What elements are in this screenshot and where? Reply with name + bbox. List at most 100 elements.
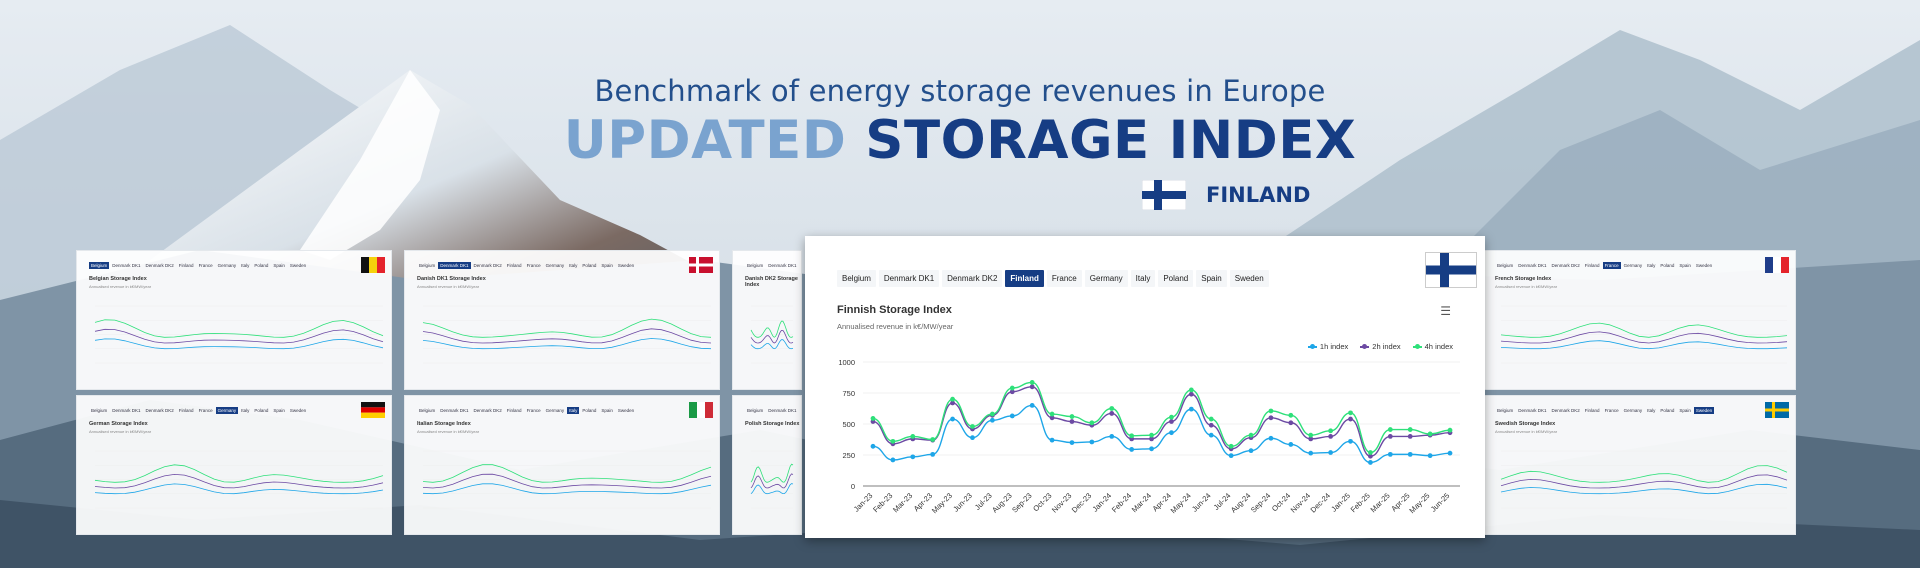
mini-tab[interactable]: Spain: [273, 408, 285, 413]
mini-series-line: [1500, 331, 1788, 344]
mini-chart-subtitle: Annualised revenue in k€/MW/year: [89, 429, 152, 434]
mini-tab[interactable]: Belgium: [747, 408, 764, 413]
mini-tab[interactable]: Belgium: [1497, 263, 1514, 268]
tab-denmark-dk2[interactable]: Denmark DK2: [942, 270, 1003, 287]
data-point: [1188, 387, 1194, 393]
mini-tab[interactable]: Italy: [241, 263, 250, 268]
mini-tab[interactable]: Poland: [254, 408, 269, 413]
mini-tab[interactable]: Germany: [217, 263, 237, 268]
legend-item[interactable]: 1h index: [1307, 342, 1348, 351]
mini-tab[interactable]: Germany: [1623, 408, 1643, 413]
mini-tab[interactable]: Belgium: [419, 263, 436, 268]
mini-tab[interactable]: Italy: [567, 407, 580, 414]
data-point: [1109, 411, 1115, 416]
tab-denmark-dk1[interactable]: Denmark DK1: [878, 270, 940, 287]
tab-spain[interactable]: Spain: [1196, 270, 1227, 287]
mini-tab[interactable]: Spain: [601, 263, 613, 268]
mini-tab[interactable]: Poland: [582, 408, 597, 413]
mini-tab[interactable]: Italy: [1647, 263, 1656, 268]
mini-tab[interactable]: Denmark DK1: [1518, 408, 1547, 413]
mini-tab[interactable]: Germany: [545, 408, 565, 413]
mini-tab[interactable]: Spain: [273, 263, 285, 268]
mini-tab[interactable]: Finland: [1584, 408, 1600, 413]
mini-tab[interactable]: Belgium: [89, 262, 110, 269]
mini-tab[interactable]: Poland: [1660, 408, 1675, 413]
mini-tab[interactable]: Sweden: [617, 263, 635, 268]
mini-tab[interactable]: Poland: [254, 263, 269, 268]
tab-poland[interactable]: Poland: [1158, 270, 1194, 287]
mini-series-line: [750, 330, 794, 344]
x-tick-label: Jun-25: [1429, 491, 1452, 514]
legend-item[interactable]: 4h index: [1412, 342, 1453, 351]
mini-tab[interactable]: Belgium: [1497, 408, 1514, 413]
data-point: [890, 438, 896, 444]
mini-tab[interactable]: Sweden: [1693, 407, 1715, 414]
mini-tab[interactable]: France: [1604, 408, 1619, 413]
mini-tab[interactable]: Italy: [241, 408, 250, 413]
mini-tab[interactable]: Denmark DK1: [112, 263, 141, 268]
mini-tab[interactable]: Finland: [506, 408, 522, 413]
data-point: [989, 411, 995, 417]
mini-tabs: Belgium Denmark DK1 Denmark DK2 Finland Fran…: [89, 262, 308, 269]
tab-finland[interactable]: Finland: [1005, 270, 1044, 287]
mini-tab[interactable]: Belgium: [747, 263, 764, 268]
tab-germany[interactable]: Germany: [1084, 270, 1128, 287]
mini-tab[interactable]: Italy: [569, 263, 578, 268]
mini-tab[interactable]: Denmark DK2: [1551, 263, 1580, 268]
x-tick-label: Nov-23: [1050, 491, 1073, 514]
france-flag-icon: [1765, 257, 1789, 273]
mini-tab[interactable]: France: [1602, 262, 1621, 269]
mini-tab[interactable]: Denmark DK1: [438, 262, 471, 269]
mini-tab[interactable]: Denmark DK2: [1551, 408, 1580, 413]
mini-tab[interactable]: Belgium: [91, 408, 108, 413]
mini-tab[interactable]: Belgium: [419, 408, 436, 413]
data-point: [1447, 427, 1453, 433]
mini-tab[interactable]: Germany: [545, 263, 565, 268]
mini-tab[interactable]: Denmark DK1: [440, 408, 469, 413]
tab-france[interactable]: France: [1046, 270, 1082, 287]
mini-tab[interactable]: France: [526, 263, 541, 268]
tab-italy[interactable]: Italy: [1130, 270, 1156, 287]
mini-tab[interactable]: Finland: [506, 263, 522, 268]
mini-tab[interactable]: France: [198, 408, 213, 413]
mini-series-line: [422, 473, 712, 489]
mini-tab[interactable]: Germany: [1623, 263, 1643, 268]
mini-tab[interactable]: Finland: [178, 263, 194, 268]
data-point: [1049, 437, 1055, 443]
hamburger-menu-icon[interactable]: ☰: [1440, 304, 1451, 318]
mini-tab[interactable]: Denmark DK2: [473, 263, 502, 268]
mini-tab[interactable]: Poland: [1660, 263, 1675, 268]
mini-tab[interactable]: Germany: [215, 407, 239, 414]
mini-tab[interactable]: Finland: [178, 408, 194, 413]
data-point: [1368, 450, 1373, 455]
mini-tab[interactable]: France: [526, 408, 541, 413]
line-chart: 02505007501000Jan-23Feb-23Mar-23Apr-23Ma…: [838, 358, 1460, 515]
page-subtitle: Benchmark of energy storage revenues in …: [594, 74, 1326, 108]
mini-tab[interactable]: Denmark DK2: [145, 263, 174, 268]
mini-tab[interactable]: Denmark DK2: [145, 408, 174, 413]
mini-tab[interactable]: Spain: [601, 408, 613, 413]
legend-item[interactable]: 2h index: [1360, 342, 1401, 351]
data-point: [1228, 453, 1234, 459]
mini-tab[interactable]: Denmark DK1: [768, 263, 797, 268]
mini-tab[interactable]: Spain: [1679, 263, 1691, 268]
mini-tab[interactable]: Spain: [1679, 408, 1691, 413]
mini-tab[interactable]: France: [198, 263, 213, 268]
mini-tab[interactable]: Sweden: [617, 408, 635, 413]
mini-tab[interactable]: Denmark DK1: [112, 408, 141, 413]
mini-tab[interactable]: Sweden: [1695, 263, 1713, 268]
mini-tab[interactable]: Finland: [1584, 263, 1600, 268]
mini-flag: [689, 257, 713, 278]
mini-tab[interactable]: Italy: [1647, 408, 1656, 413]
tab-belgium[interactable]: Belgium: [837, 270, 876, 287]
x-tick-label: Jan-24: [1091, 491, 1114, 514]
mini-tab[interactable]: Denmark DK1: [1518, 263, 1547, 268]
tab-sweden[interactable]: Sweden: [1229, 270, 1269, 287]
mini-tab[interactable]: Poland: [582, 263, 597, 268]
mini-tab[interactable]: Denmark DK2: [473, 408, 502, 413]
mini-tab[interactable]: Sweden: [289, 408, 307, 413]
mini-tab[interactable]: Denmark DK1: [768, 408, 797, 413]
x-tick-label: Feb-24: [1110, 491, 1133, 514]
mini-tab[interactable]: Sweden: [289, 263, 307, 268]
